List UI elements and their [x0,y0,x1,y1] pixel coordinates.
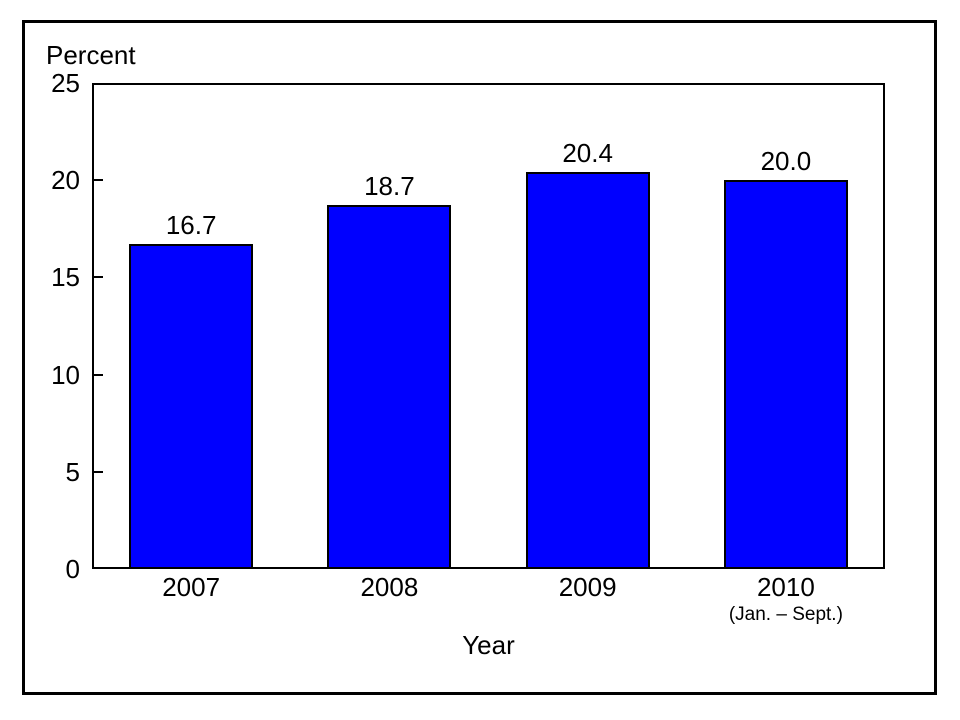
y-axis-tick-label: 25 [51,68,80,98]
y-axis-tick-label: 5 [65,456,80,487]
x-axis-title: Year [462,630,515,660]
y-axis-tick-mark [94,179,103,182]
x-axis-tick-label: 2007 [162,572,221,602]
y-axis-tick-label: 20 [51,165,80,196]
x-axis-tick-label: 2009 [558,572,617,602]
bar-value-label: 20.4 [562,138,613,169]
x-axis-tick-label: 2010 [756,572,815,602]
x-axis-tick-label: 2008 [360,572,419,602]
bar-value-label: 20.0 [760,146,812,177]
bar-value-label: 16.7 [165,210,217,241]
y-axis-tick-label: 0 [65,554,80,584]
bar [129,244,254,569]
bar [327,205,452,569]
y-axis-tick-mark [94,470,103,473]
bar-value-label: 18.7 [364,171,415,202]
y-axis-tick-mark [94,373,103,376]
x-axis-tick-sublabel: (Jan. – Sept.) [728,604,843,625]
y-axis-tick-label: 10 [51,359,80,390]
y-axis-tick-label: 15 [51,262,80,293]
y-axis-tick-mark [94,276,103,279]
bar [723,180,848,569]
bar [525,172,650,569]
y-axis-title: Percent [46,40,136,70]
